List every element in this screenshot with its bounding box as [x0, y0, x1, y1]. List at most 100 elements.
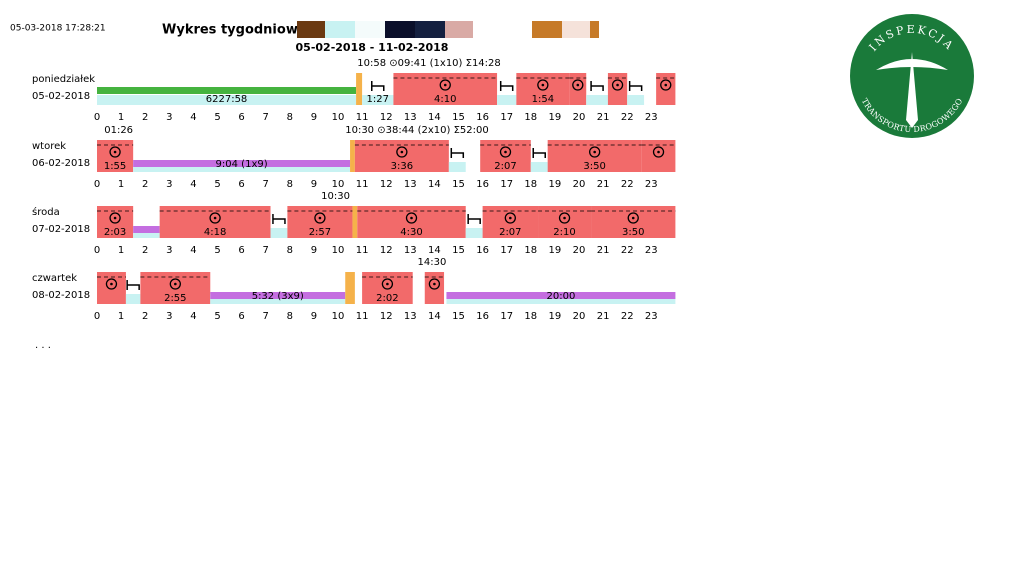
- hour-label: 11: [356, 245, 369, 256]
- rest-block: [362, 95, 394, 105]
- day-note: 10:30 ⊙38:44 (2x10) Σ52:00: [345, 125, 489, 136]
- hour-label: 1: [118, 179, 124, 190]
- drive-icon: [109, 212, 121, 224]
- hour-label: 14: [428, 311, 441, 322]
- hour-label: 4: [190, 311, 196, 322]
- block-label: 3:36: [391, 161, 413, 172]
- block-label: 2:07: [494, 161, 516, 172]
- drive-block: [656, 73, 676, 105]
- logo: INSPEKCJA TRANSPORTU DROGOWEGO: [850, 14, 974, 138]
- block-label: 20:00: [547, 291, 576, 302]
- hour-label: 12: [380, 179, 393, 190]
- hour-label: 5: [214, 245, 220, 256]
- hour-label: 22: [621, 179, 634, 190]
- drive-icon: [558, 212, 571, 224]
- work-block: [350, 140, 355, 172]
- hour-label: 4: [190, 179, 196, 190]
- hour-label: 1: [118, 245, 124, 256]
- hour-label: 7: [263, 245, 269, 256]
- rest-band: [97, 95, 357, 105]
- hour-label: 2: [142, 245, 148, 256]
- rest-icon: [499, 81, 514, 91]
- hour-label: 0: [94, 245, 100, 256]
- drive-icon: [660, 79, 672, 91]
- hour-label: 23: [645, 179, 658, 190]
- drive-icon: [428, 278, 441, 290]
- hour-label: 8: [287, 179, 293, 190]
- hour-label: 4: [190, 112, 196, 123]
- timestamp: 05-03-2018 17:28:21: [10, 24, 106, 34]
- hour-label: 13: [404, 311, 417, 322]
- drive-icon-dot: [664, 83, 668, 87]
- block-label: 2:03: [104, 227, 126, 238]
- hour-label: 19: [549, 245, 562, 256]
- avail-block: [133, 160, 351, 167]
- drive-icon: [652, 146, 665, 158]
- hour-label: 10: [332, 112, 345, 123]
- hour-label: 19: [549, 179, 562, 190]
- hour-label: 18: [524, 245, 537, 256]
- drive-icon-dot: [433, 282, 436, 286]
- drive-icon-dot: [631, 216, 635, 220]
- hour-label: 17: [500, 245, 513, 256]
- drive-icon-dot: [509, 216, 512, 220]
- hour-label: 14: [428, 112, 441, 123]
- rest-block: [465, 228, 483, 238]
- drive-icon: [209, 212, 221, 224]
- day-date: 05-02-2018: [32, 91, 90, 102]
- drive-icon: [105, 278, 118, 290]
- rest-icon: [450, 148, 465, 158]
- hour-label: 23: [645, 112, 658, 123]
- drive-icon-dot: [400, 150, 404, 154]
- hour-label: 2: [142, 112, 148, 123]
- block-label: 2:07: [499, 227, 521, 238]
- block-label: 4:18: [204, 227, 226, 238]
- hour-label: 6: [238, 311, 244, 322]
- drive-block: [569, 73, 587, 105]
- drive-icon-dot: [616, 83, 619, 87]
- drive-icon: [611, 79, 624, 91]
- hour-label: 3: [166, 179, 172, 190]
- drive-icon-dot: [657, 150, 660, 154]
- day-note: 14:30: [418, 257, 447, 268]
- drive-icon-dot: [110, 282, 113, 286]
- drive-icon-dot: [410, 216, 413, 220]
- hour-label: 17: [500, 179, 513, 190]
- hour-label: 5: [214, 179, 220, 190]
- rest-icon: [272, 214, 286, 224]
- drive-icon-dot: [113, 216, 117, 220]
- hour-label: 21: [597, 245, 610, 256]
- hour-label: 20: [573, 179, 586, 190]
- drive-icon: [169, 278, 181, 290]
- block-label: 2:10: [553, 227, 575, 238]
- avail-block: [210, 292, 346, 299]
- drive-icon: [504, 212, 516, 224]
- hour-label: 18: [524, 112, 537, 123]
- hour-label: 22: [621, 311, 634, 322]
- hour-label: 19: [549, 112, 562, 123]
- hour-label: 10: [332, 245, 345, 256]
- hour-label: 8: [287, 311, 293, 322]
- hour-label: 23: [645, 311, 658, 322]
- block-label: 4:10: [434, 94, 456, 105]
- hour-label: 13: [404, 245, 417, 256]
- drive-icon: [499, 146, 512, 158]
- hour-label: 20: [573, 311, 586, 322]
- drive-icon-dot: [504, 150, 507, 154]
- hour-label: 21: [597, 179, 610, 190]
- drive-icon: [396, 146, 408, 158]
- drive-icon: [439, 79, 451, 91]
- day-date: 06-02-2018: [32, 158, 90, 169]
- hour-label: 8: [287, 245, 293, 256]
- hour-label: 7: [263, 179, 269, 190]
- drive-icon-dot: [174, 282, 177, 286]
- dots: . . .: [35, 340, 51, 351]
- rest-block: [497, 95, 517, 105]
- hour-label: 10: [332, 179, 345, 190]
- date-range: 05-02-2018 - 11-02-2018: [296, 41, 449, 54]
- hour-label: 16: [476, 179, 489, 190]
- drive-icon-dot: [386, 282, 389, 286]
- hour-label: 0: [94, 179, 100, 190]
- drive-icon-dot: [541, 83, 545, 87]
- rest-block: [448, 162, 466, 172]
